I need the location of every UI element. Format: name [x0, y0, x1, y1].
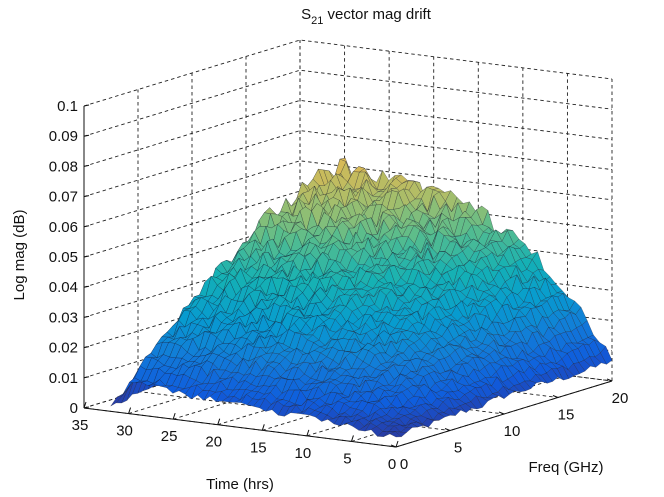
time-tick-label: 5 — [343, 450, 351, 467]
freq-tick — [444, 428, 451, 431]
z-tick — [83, 376, 90, 379]
z-gridline — [83, 39, 613, 107]
title-rest: vector mag drift — [323, 6, 431, 23]
z-tick-label: 0.05 — [49, 249, 78, 266]
z-tick-label: 0.06 — [49, 219, 78, 236]
z-tick-label: 0.09 — [49, 128, 78, 145]
z-tick — [83, 255, 90, 258]
z-tick-label: 0.08 — [49, 158, 78, 175]
z-tick — [83, 315, 90, 318]
z-tick — [83, 164, 90, 167]
title-subscript: 21 — [311, 15, 323, 27]
time-tick-label: 35 — [72, 417, 89, 434]
z-tick-label: 0 — [70, 400, 78, 417]
time-tick-label: 10 — [295, 445, 312, 462]
chart-title: S21 vector mag drift — [301, 6, 432, 27]
freq-tick-label: 20 — [612, 390, 629, 407]
z-tick-label: 0.04 — [49, 279, 78, 296]
time-tick — [83, 401, 87, 409]
freq-tick — [390, 444, 397, 448]
freq-axis-label: Freq (GHz) — [529, 459, 604, 476]
title-main: S — [301, 6, 311, 23]
z-tick — [83, 406, 90, 409]
time-tick — [172, 412, 176, 420]
time-tick-label: 0 — [388, 456, 396, 473]
freq-tick — [606, 378, 613, 382]
surface-plot — [110, 157, 613, 438]
time-tick — [261, 424, 265, 431]
z-tick-label: 0.01 — [49, 370, 78, 387]
z-tick-label: 0.1 — [57, 98, 78, 115]
z-tick — [83, 134, 90, 137]
surface-patch — [389, 431, 402, 438]
z-tick — [83, 225, 90, 228]
z-tick-label: 0.02 — [49, 340, 78, 357]
z-gridline — [83, 69, 613, 137]
freq-tick-label: 0 — [400, 456, 408, 473]
freq-tick — [552, 395, 559, 398]
z-tick — [83, 104, 90, 107]
freq-tick-label: 10 — [504, 423, 521, 440]
time-tick — [306, 429, 310, 437]
z-tick-label: 0.03 — [49, 309, 78, 326]
time-tick-label: 30 — [116, 423, 133, 440]
freq-tick — [498, 411, 505, 415]
time-axis-label: Time (hrs) — [206, 476, 274, 493]
z-gridline — [83, 99, 613, 167]
freq-tick-label: 15 — [558, 407, 575, 424]
time-tick-label: 20 — [205, 434, 222, 451]
time-tick-label: 15 — [250, 439, 267, 456]
freq-tick-label: 5 — [454, 440, 462, 457]
time-tick-label: 25 — [161, 428, 178, 445]
time-tick — [395, 440, 399, 448]
tick-labels: 0 0.01 0.02 0.03 0.04 0.05 0.06 0.07 0.08 0.09 0.1… — [49, 98, 629, 473]
z-tick-label: 0.07 — [49, 189, 78, 206]
time-tick — [128, 407, 132, 414]
time-axis-line — [83, 407, 397, 448]
z-tick — [83, 195, 90, 198]
time-tick — [217, 418, 221, 425]
time-tick — [350, 435, 354, 442]
z-tick — [83, 285, 90, 288]
z-tick — [83, 346, 90, 349]
z-axis-label: Log mag (dB) — [11, 210, 28, 301]
